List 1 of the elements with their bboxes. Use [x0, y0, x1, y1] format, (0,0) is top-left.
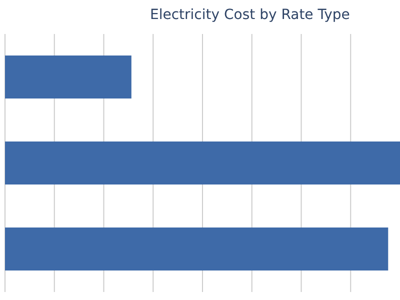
chart-title: Electricity Cost by Rate Type: [149, 6, 351, 25]
